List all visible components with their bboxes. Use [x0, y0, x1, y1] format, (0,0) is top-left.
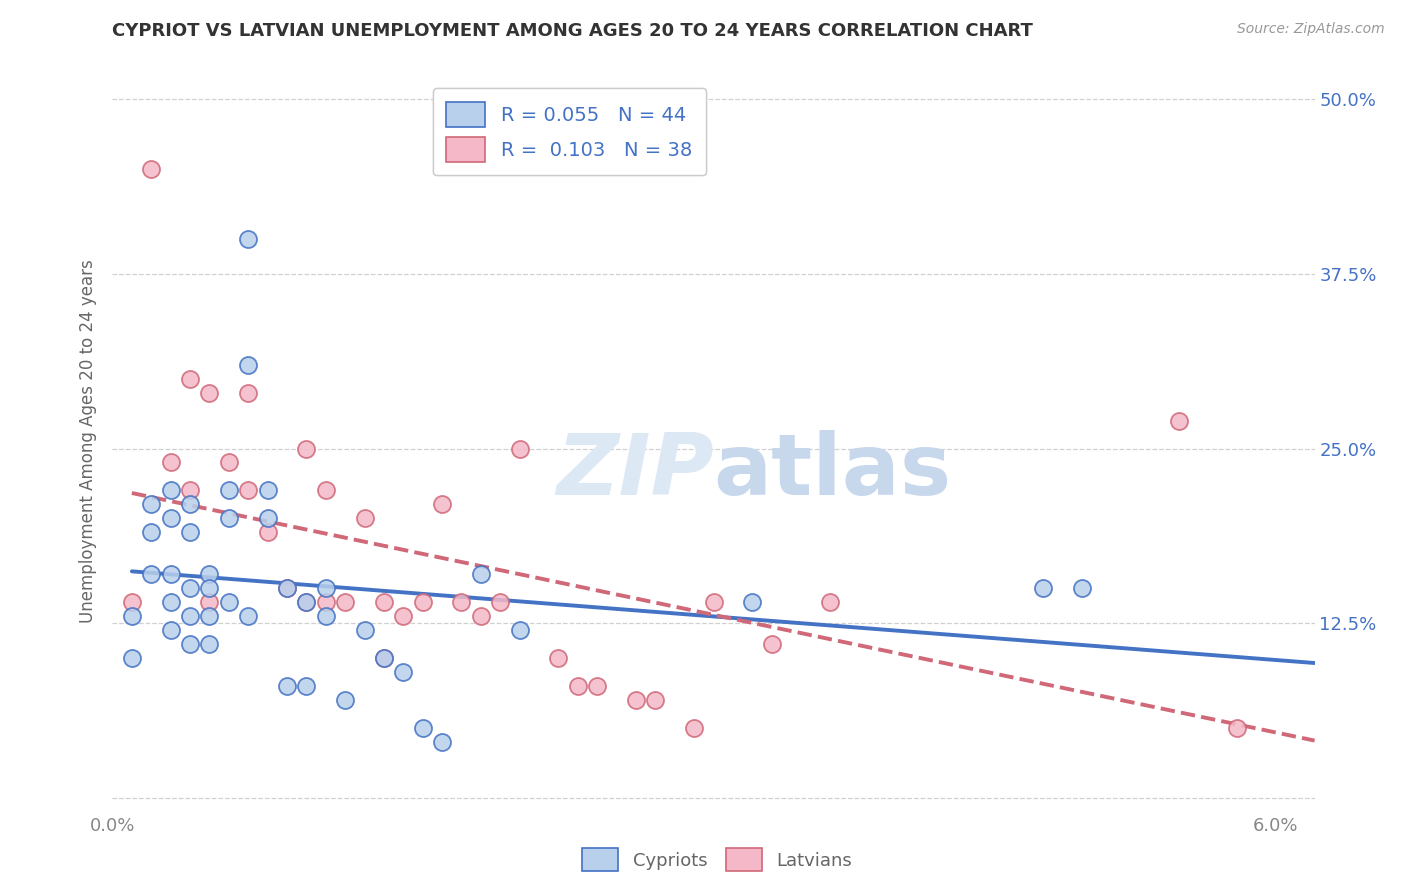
Point	[741, 595, 763, 609]
Point	[179, 497, 201, 511]
Point	[509, 442, 531, 456]
Point	[218, 511, 240, 525]
Point	[179, 609, 201, 624]
Point	[179, 372, 201, 386]
Point	[761, 637, 783, 651]
Point	[198, 637, 221, 651]
Point	[121, 595, 143, 609]
Point	[315, 581, 337, 595]
Point	[586, 679, 609, 693]
Text: CYPRIOT VS LATVIAN UNEMPLOYMENT AMONG AGES 20 TO 24 YEARS CORRELATION CHART: CYPRIOT VS LATVIAN UNEMPLOYMENT AMONG AG…	[112, 22, 1033, 40]
Point	[412, 595, 434, 609]
Text: atlas: atlas	[713, 430, 952, 513]
Point	[1167, 414, 1189, 428]
Point	[333, 595, 356, 609]
Point	[121, 609, 143, 624]
Point	[238, 358, 260, 372]
Point	[256, 525, 278, 540]
Point	[159, 595, 181, 609]
Legend: R = 0.055   N = 44, R =  0.103   N = 38: R = 0.055 N = 44, R = 0.103 N = 38	[433, 88, 706, 176]
Point	[179, 581, 201, 595]
Legend: Cypriots, Latvians: Cypriots, Latvians	[575, 841, 859, 879]
Point	[159, 567, 181, 582]
Point	[159, 455, 181, 469]
Point	[295, 595, 318, 609]
Point	[276, 679, 298, 693]
Point	[430, 497, 453, 511]
Point	[179, 525, 201, 540]
Point	[159, 623, 181, 637]
Point	[141, 497, 163, 511]
Point	[392, 665, 415, 679]
Point	[412, 721, 434, 735]
Point	[567, 679, 589, 693]
Point	[353, 511, 375, 525]
Point	[218, 595, 240, 609]
Point	[141, 567, 163, 582]
Point	[159, 483, 181, 498]
Point	[315, 595, 337, 609]
Point	[470, 609, 492, 624]
Point	[141, 162, 163, 177]
Point	[392, 609, 415, 624]
Point	[295, 679, 318, 693]
Point	[238, 483, 260, 498]
Point	[256, 483, 278, 498]
Point	[333, 693, 356, 707]
Point	[295, 442, 318, 456]
Point	[218, 483, 240, 498]
Point	[373, 651, 395, 665]
Point	[141, 525, 163, 540]
Point	[198, 609, 221, 624]
Point	[624, 693, 647, 707]
Point	[238, 609, 260, 624]
Point	[179, 637, 201, 651]
Point	[430, 735, 453, 749]
Text: Source: ZipAtlas.com: Source: ZipAtlas.com	[1237, 22, 1385, 37]
Point	[256, 511, 278, 525]
Point	[159, 511, 181, 525]
Point	[276, 581, 298, 595]
Point	[818, 595, 841, 609]
Point	[179, 483, 201, 498]
Point	[238, 385, 260, 400]
Point	[315, 483, 337, 498]
Point	[353, 623, 375, 637]
Point	[276, 581, 298, 595]
Point	[470, 567, 492, 582]
Point	[198, 567, 221, 582]
Point	[450, 595, 472, 609]
Point	[315, 609, 337, 624]
Point	[238, 232, 260, 246]
Text: ZIP: ZIP	[555, 430, 713, 513]
Point	[683, 721, 706, 735]
Y-axis label: Unemployment Among Ages 20 to 24 years: Unemployment Among Ages 20 to 24 years	[79, 260, 97, 624]
Point	[218, 455, 240, 469]
Point	[121, 651, 143, 665]
Point	[295, 595, 318, 609]
Point	[489, 595, 512, 609]
Point	[198, 581, 221, 595]
Point	[1032, 581, 1054, 595]
Point	[198, 595, 221, 609]
Point	[1226, 721, 1249, 735]
Point	[644, 693, 666, 707]
Point	[702, 595, 725, 609]
Point	[373, 651, 395, 665]
Point	[509, 623, 531, 637]
Point	[547, 651, 569, 665]
Point	[198, 385, 221, 400]
Point	[373, 595, 395, 609]
Point	[1071, 581, 1094, 595]
